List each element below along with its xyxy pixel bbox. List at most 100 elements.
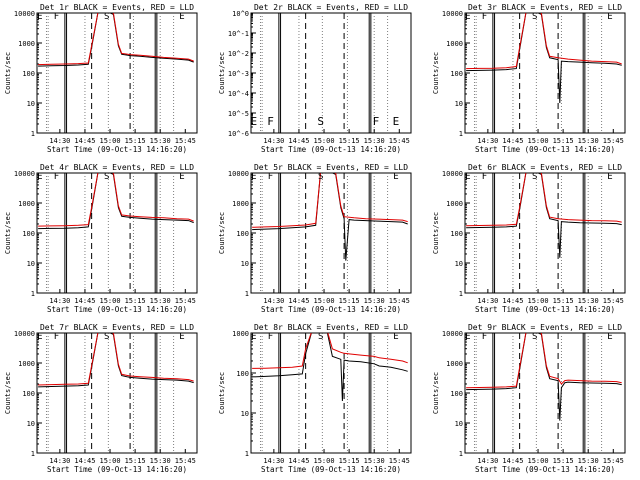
y-tick-label: 10000 (14, 10, 35, 18)
x-tick-label: 15:30 (364, 137, 385, 145)
y-tick-label: 10000 (442, 170, 463, 178)
panel-det-6: Det 6r BLACK = Events, RED = LLD 1 10 100 10… (432, 163, 626, 314)
series-lld-line (38, 13, 194, 66)
x-tick-label: 15:30 (578, 137, 599, 145)
x-axis-label: Start Time (09-Oct-13 14:16:20) (47, 145, 187, 154)
plot-frame (36, 12, 198, 134)
y-tick-label: 10^0 (232, 10, 249, 18)
panel-title: Det 2r BLACK = Events, RED = LLD (254, 3, 408, 12)
event-marker-label: F (373, 115, 380, 128)
y-tick-label: 1 (459, 450, 463, 458)
y-tick-label: 10 (27, 100, 35, 108)
x-tick-label: 15:45 (389, 137, 410, 145)
panel-det-7: Det 7r BLACK = Events, RED = LLD 1 10 100 10… (4, 323, 198, 474)
y-tick-label: 1 (459, 130, 463, 138)
y-tick-label: 10 (455, 260, 463, 268)
x-tick-label: 14:30 (49, 137, 70, 145)
y-tick-label: 10^-2 (228, 50, 249, 58)
event-marker-label: E (465, 172, 470, 182)
x-tick-label: 15:00 (313, 137, 334, 145)
x-axis-label: Start Time (09-Oct-13 14:16:20) (261, 465, 401, 474)
x-tick-label: 15:00 (99, 137, 120, 145)
plot-frame (464, 332, 626, 454)
x-axis-label: Start Time (09-Oct-13 14:16:20) (261, 145, 401, 154)
event-marker-label: S (318, 172, 323, 182)
y-tick-label: 10^-5 (228, 110, 249, 118)
panel-det-2: Det 2r BLACK = Events, RED = LLD 10^-6 10^… (218, 3, 412, 154)
y-axis-label: Counts/sec (218, 212, 226, 254)
y-axis-label: Counts/sec (218, 52, 226, 94)
event-marker-label: S (532, 12, 537, 22)
series-lld-line (466, 333, 622, 389)
panel-title: Det 7r BLACK = Events, RED = LLD (40, 323, 194, 332)
x-tick-label: 14:45 (502, 137, 523, 145)
x-axis-label: Start Time (09-Oct-13 14:16:20) (475, 145, 615, 154)
plot-frame (464, 172, 626, 294)
event-marker-label: E (179, 332, 184, 342)
x-tick-label: 15:45 (175, 137, 196, 145)
panel-title: Det 5r BLACK = Events, RED = LLD (254, 163, 408, 172)
x-tick-label: 15:00 (99, 297, 120, 305)
y-tick-label: 1000 (446, 40, 463, 48)
y-axis-label: Counts/sec (4, 212, 12, 254)
event-marker-label: E (465, 332, 470, 342)
panel-det-1: Det 1r BLACK = Events, RED = LLD 1 10 100 10… (4, 3, 198, 154)
series-lld-line (38, 173, 194, 227)
event-marker-label: F (482, 172, 487, 182)
x-tick-label: 15:30 (150, 297, 171, 305)
x-axis-label: Start Time (09-Oct-13 14:16:20) (475, 305, 615, 314)
y-tick-label: 10000 (442, 10, 463, 18)
y-tick-label: 1 (459, 290, 463, 298)
y-axis-label: Counts/sec (432, 52, 440, 94)
y-tick-label: 100 (450, 70, 463, 78)
x-axis-label: Start Time (09-Oct-13 14:16:20) (47, 465, 187, 474)
y-tick-label: 100 (450, 390, 463, 398)
panel-title: Det 4r BLACK = Events, RED = LLD (40, 163, 194, 172)
x-tick-label: 15:45 (389, 297, 410, 305)
panel-det-8: Det 8r BLACK = Events, RED = LLD 1 10 100 10… (218, 323, 412, 474)
event-marker-label: E (607, 172, 612, 182)
series-events-line (466, 173, 622, 258)
x-axis-label: Start Time (09-Oct-13 14:16:20) (475, 465, 615, 474)
x-tick-label: 14:30 (263, 297, 284, 305)
event-marker-label: F (54, 12, 59, 22)
y-tick-label: 1 (31, 450, 35, 458)
y-axis-label: Counts/sec (4, 372, 12, 414)
series-lld-line (38, 333, 194, 386)
y-tick-label: 1000 (446, 360, 463, 368)
x-tick-label: 14:45 (74, 137, 95, 145)
event-marker-label: S (532, 332, 537, 342)
panel-det-3: Det 3r BLACK = Events, RED = LLD 1 10 100 10… (432, 3, 626, 154)
x-tick-label: 15:15 (339, 457, 360, 465)
x-tick-label: 14:30 (477, 297, 498, 305)
panel-det-4: Det 4r BLACK = Events, RED = LLD 1 10 100 10… (4, 163, 198, 314)
x-tick-label: 15:45 (175, 457, 196, 465)
event-marker-label: S (317, 115, 324, 128)
event-marker-label: S (318, 332, 323, 342)
y-tick-label: 10 (241, 410, 249, 418)
y-tick-label: 10 (241, 260, 249, 268)
event-marker-label: E (37, 12, 42, 22)
y-tick-label: 1000 (232, 330, 249, 338)
plot-frame (464, 12, 626, 134)
y-tick-label: 10 (455, 100, 463, 108)
y-tick-label: 100 (22, 230, 35, 238)
event-marker-label: E (393, 172, 398, 182)
x-tick-label: 14:30 (49, 297, 70, 305)
event-marker-label: F (54, 172, 59, 182)
panel-title: Det 1r BLACK = Events, RED = LLD (40, 3, 194, 12)
x-tick-label: 15:00 (527, 137, 548, 145)
y-tick-label: 1000 (232, 200, 249, 208)
x-tick-label: 14:30 (49, 457, 70, 465)
panel-title: Det 9r BLACK = Events, RED = LLD (468, 323, 622, 332)
x-tick-label: 14:45 (502, 297, 523, 305)
x-tick-label: 15:00 (527, 297, 548, 305)
event-marker-label: E (465, 12, 470, 22)
x-tick-label: 14:45 (74, 297, 95, 305)
x-tick-label: 14:30 (477, 137, 498, 145)
x-tick-label: 15:30 (578, 297, 599, 305)
x-tick-label: 14:30 (477, 457, 498, 465)
y-tick-label: 100 (22, 70, 35, 78)
event-marker-label: E (251, 172, 256, 182)
